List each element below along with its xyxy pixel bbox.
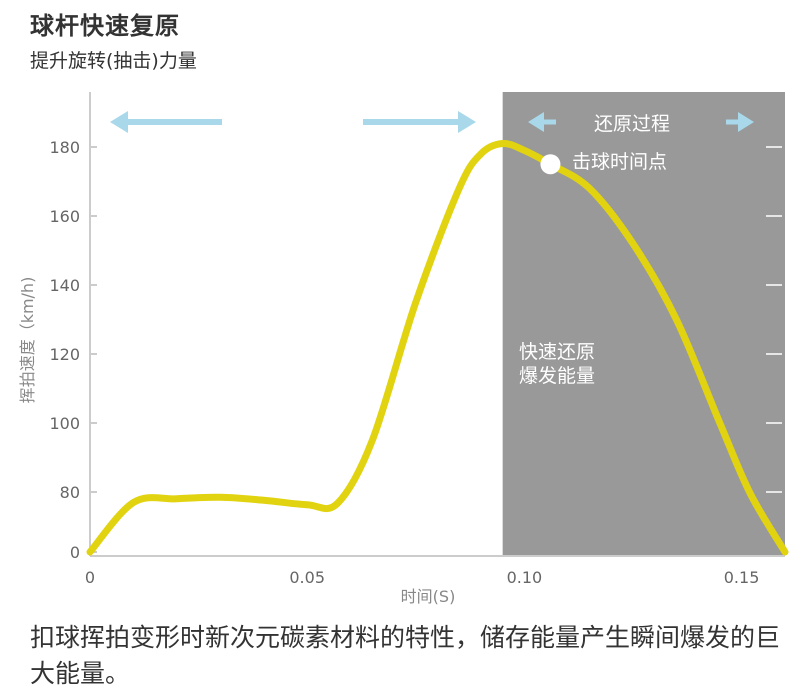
y-tick-label: 180 <box>49 138 80 157</box>
recovery-left-arrow-icon <box>528 112 556 132</box>
impact-point-marker <box>540 154 561 175</box>
y-tick-label: 160 <box>49 207 80 226</box>
x-tick-label: 0.15 <box>724 568 760 587</box>
impact-point-label: 击球时间点 <box>572 151 667 173</box>
recovery-right-arrow-icon <box>726 112 754 132</box>
left-arrow-icon <box>110 111 222 133</box>
y-tick-label: 0 <box>70 543 80 562</box>
fast-recovery-label-line2: 爆发能量 <box>519 365 595 387</box>
swing-speed-chart: 0 80 100 120 140 160 180 0 0.05 0.10 0.15 还原过程 击球… <box>18 92 789 606</box>
speed-curve-series <box>86 140 789 556</box>
y-tick-label: 100 <box>49 414 80 433</box>
x-tick-label: 0.10 <box>507 568 543 587</box>
x-tick-label: 0.05 <box>289 568 325 587</box>
fast-recovery-label-line1: 快速还原 <box>519 341 595 363</box>
chart-title: 球杆快速复原 <box>30 12 180 40</box>
x-tick-label: 0 <box>85 568 95 587</box>
x-axis-title: 时间(S) <box>401 587 456 606</box>
chart-caption: 扣球挥拍变形时新次元碳素材料的特性，储存能量产生瞬间爆发的巨大能量。 <box>30 623 781 688</box>
chart-subtitle: 提升旋转(抽击)力量 <box>30 50 197 72</box>
y-tick-label: 120 <box>49 345 80 364</box>
recovery-process-label: 还原过程 <box>594 113 670 135</box>
right-arrow-icon <box>363 111 476 133</box>
y-tick-label: 140 <box>49 276 80 295</box>
y-tick-label: 80 <box>60 483 80 502</box>
y-axis-title: 挥拍速度（km/h) <box>18 277 37 404</box>
